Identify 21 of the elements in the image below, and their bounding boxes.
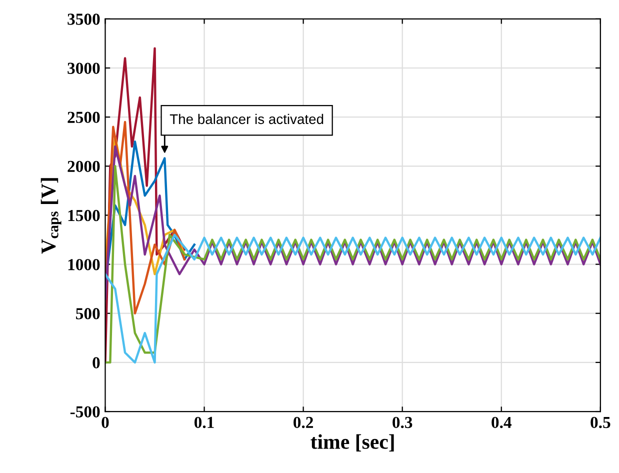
annotation: The balancer is activated	[170, 114, 324, 124]
y-tick-label: 3000	[68, 62, 100, 74]
x-tick-label: 0.4	[492, 416, 512, 428]
y-tick-label: 2000	[68, 160, 100, 172]
x-tick-label: 0.5	[590, 416, 610, 428]
y-tick-label: 3500	[68, 14, 100, 25]
x-tick-label: 0.3	[392, 416, 412, 428]
y-tick-label: 0	[92, 357, 100, 368]
y-tick-label: 2500	[68, 112, 100, 124]
y-tick-label: -500	[70, 406, 100, 418]
x-tick-label: 0.2	[294, 416, 314, 428]
x-axis-title: time [sec]	[310, 434, 394, 452]
y-axis-title: V$_{caps}$ [V]	[40, 178, 62, 254]
x-tick-label: 0.1	[194, 416, 214, 428]
line-series	[105, 165, 600, 364]
y-tick-label: 1000	[68, 258, 100, 270]
line-series	[105, 145, 600, 300]
line-series	[105, 234, 600, 364]
x-tick-label: 0	[102, 416, 109, 428]
y-tick-label: 1500	[68, 210, 100, 222]
y-tick-label: 500	[76, 308, 100, 320]
